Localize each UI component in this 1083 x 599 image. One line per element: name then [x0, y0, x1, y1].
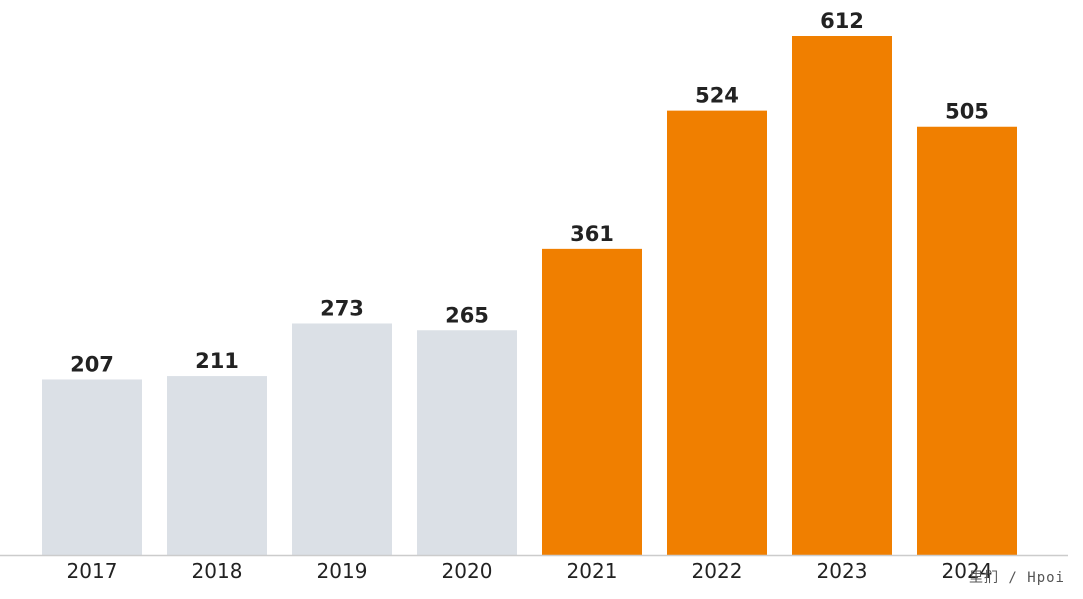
value-label-2020: 265: [445, 303, 489, 327]
bar-2019: [292, 323, 392, 555]
value-label-2021: 361: [570, 222, 614, 246]
x-tick-label-2018: 2018: [192, 559, 243, 583]
bar-2021: [542, 248, 642, 555]
watermark-text: 里扪 / Hpoi: [968, 570, 1065, 586]
bar-2020: [417, 330, 517, 555]
x-tick-label-2017: 2017: [67, 559, 118, 583]
x-tick-label-2023: 2023: [817, 559, 868, 583]
bar-2018: [167, 376, 267, 555]
bar-2022: [667, 110, 767, 556]
x-tick-label-2021: 2021: [567, 559, 618, 583]
x-tick-label-2019: 2019: [317, 559, 368, 583]
value-label-2024: 505: [945, 100, 989, 124]
value-label-2023: 612: [820, 9, 864, 33]
bar-2024: [917, 126, 1017, 555]
x-tick-label-2024: 2024: [942, 559, 993, 583]
bar-2023: [792, 36, 892, 555]
x-tick-labels-layer: 2017 2018 2019 2020 2021 2022 2023 2024: [67, 559, 993, 583]
x-tick-label-2020: 2020: [442, 559, 493, 583]
value-label-2017: 207: [70, 352, 114, 376]
value-label-2018: 211: [195, 349, 239, 373]
x-tick-label-2022: 2022: [692, 559, 743, 583]
value-label-2019: 273: [320, 296, 364, 320]
value-labels-layer: 207 211 273 265 361 524 612 505: [70, 9, 989, 376]
value-label-2022: 524: [695, 84, 739, 108]
bar-2017: [42, 379, 142, 555]
bars-layer: [42, 36, 1017, 556]
